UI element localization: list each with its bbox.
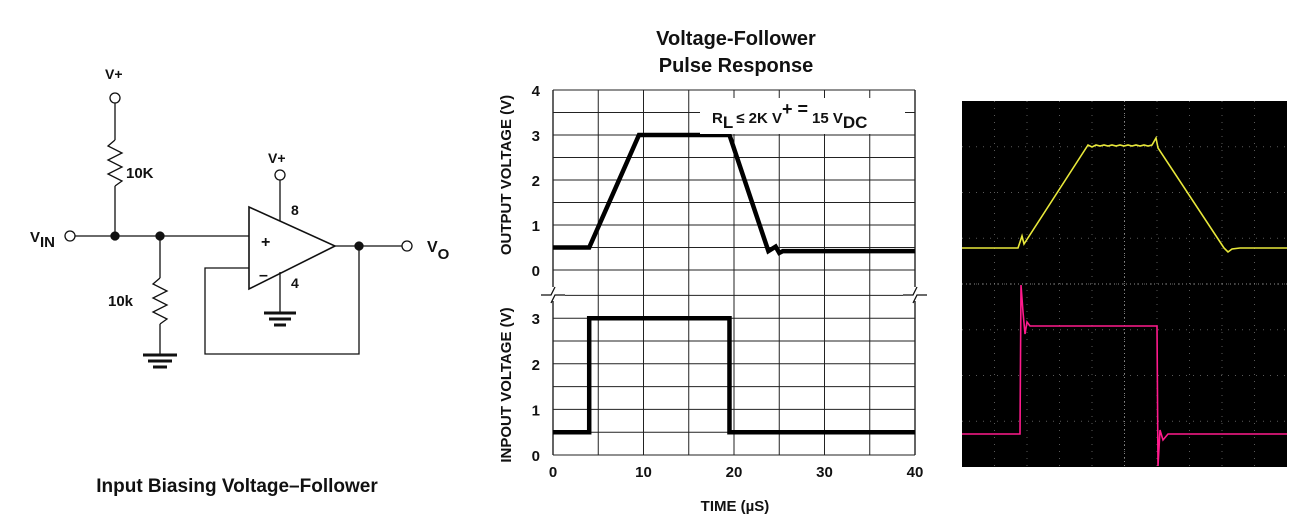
resistor-bottom-label: 10k xyxy=(108,293,134,310)
input-voltage-line xyxy=(553,315,915,435)
vplus-label-top: V+ xyxy=(105,66,123,82)
vout-label-main: V xyxy=(427,239,438,256)
y-tick-label: 1 xyxy=(532,402,540,419)
chart-traces xyxy=(553,132,915,435)
vout-terminal xyxy=(401,240,413,252)
y-axis-label-input: INPOUT VOLTAGE (V) xyxy=(498,307,515,462)
vplus-terminal-opamp xyxy=(274,169,286,181)
schematic-caption: Input Biasing Voltage–Follower xyxy=(96,476,378,497)
opamp-minus-sign: – xyxy=(259,267,268,284)
opamp-plus-sign: + xyxy=(261,234,270,251)
vin-label-main: V xyxy=(30,229,40,246)
y-tick-label: 2 xyxy=(532,173,540,190)
ground-symbol-opamp xyxy=(264,311,296,327)
scope-trace-output xyxy=(962,135,1287,254)
x-tick-label: 30 xyxy=(816,464,833,481)
opamp-symbol xyxy=(248,205,337,291)
vin-label-sub: IN xyxy=(40,234,55,251)
x-tick-label: 0 xyxy=(549,464,557,481)
axis-break-marks xyxy=(541,286,927,304)
y-tick-label: 0 xyxy=(532,448,540,465)
axis-break-mask xyxy=(903,287,927,301)
annotation-volt-sub: DC xyxy=(843,113,868,132)
annotation-r: R xyxy=(712,110,723,127)
annotation-background xyxy=(700,98,905,134)
chart-annotation: RL ≤ 2K V+ = 15 VDC xyxy=(712,99,867,132)
vout-label-sub: O xyxy=(438,246,450,263)
y-tick-label: 3 xyxy=(532,311,540,328)
vout-label: VO xyxy=(427,239,450,263)
schematic xyxy=(64,92,413,369)
annotation-sup: + = xyxy=(782,99,808,119)
axis-break-mark xyxy=(541,286,565,304)
axis-break-mark xyxy=(903,286,927,304)
vplus-label-opamp: V+ xyxy=(268,150,286,166)
y-tick-label: 4 xyxy=(532,83,541,100)
y-tick-label: 2 xyxy=(532,357,540,374)
x-tick-label: 40 xyxy=(907,464,924,481)
junction-dot-1 xyxy=(110,231,120,241)
scope-trace-input xyxy=(962,284,1287,467)
resistor-top xyxy=(106,139,124,187)
vin-label: VIN xyxy=(30,229,55,251)
y-tick-label: 0 xyxy=(532,263,540,280)
oscilloscope-capture xyxy=(962,101,1287,467)
x-tick-label: 10 xyxy=(635,464,652,481)
chart-subtitle: Pulse Response xyxy=(659,55,814,77)
feedback-wire xyxy=(204,246,360,355)
output-voltage-line xyxy=(553,132,915,256)
scope-graticule xyxy=(962,101,1287,467)
pin-number-power: 8 xyxy=(291,202,299,218)
resistor-top-label: 10K xyxy=(126,165,154,182)
resistor-bottom xyxy=(151,277,169,325)
y-tick-label: 3 xyxy=(532,128,540,145)
annotation-r-sub: L xyxy=(723,113,733,132)
vplus-terminal-top xyxy=(109,92,121,104)
x-tick-label: 20 xyxy=(726,464,743,481)
axis-break-mask xyxy=(541,287,565,301)
x-axis-label: TIME (µS) xyxy=(701,498,770,515)
annotation-volt: 15 V xyxy=(812,110,843,127)
pin-number-ground: 4 xyxy=(291,275,299,291)
vin-terminal xyxy=(64,230,76,242)
y-tick-label: 1 xyxy=(532,218,540,235)
annotation-cond: ≤ 2K V xyxy=(736,110,782,127)
ground-symbol-left xyxy=(143,353,177,369)
y-axis-label-output: OUTPUT VOLTAGE (V) xyxy=(498,95,515,255)
chart-title: Voltage-Follower xyxy=(656,28,816,50)
